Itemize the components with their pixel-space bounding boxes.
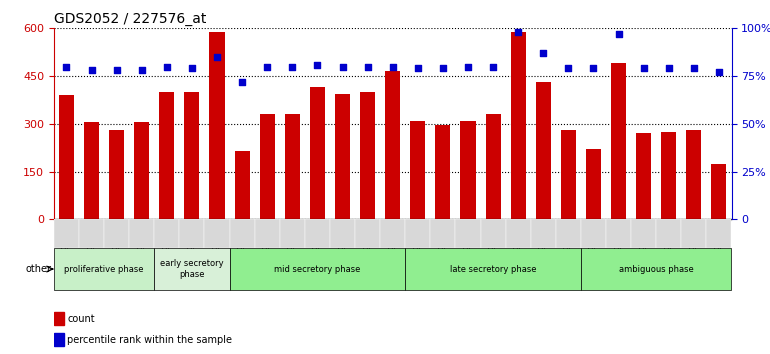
Point — [387, 64, 399, 69]
Bar — [59, 95, 74, 219]
Point — [638, 65, 650, 71]
Bar — [511, 32, 526, 219]
Point — [161, 64, 173, 69]
FancyBboxPatch shape — [531, 219, 556, 248]
Bar — [460, 121, 476, 219]
Point — [136, 68, 148, 73]
Bar — [435, 126, 450, 219]
Point — [663, 65, 675, 71]
Bar — [636, 133, 651, 219]
Point — [361, 64, 373, 69]
Bar — [310, 87, 325, 219]
Point — [60, 64, 72, 69]
Text: percentile rank within the sample: percentile rank within the sample — [68, 335, 233, 345]
FancyBboxPatch shape — [556, 219, 581, 248]
FancyBboxPatch shape — [229, 219, 255, 248]
Text: count: count — [68, 314, 95, 324]
Bar — [536, 82, 551, 219]
Bar — [235, 151, 249, 219]
Point — [261, 64, 273, 69]
Bar — [335, 93, 350, 219]
FancyBboxPatch shape — [154, 219, 179, 248]
Point — [336, 64, 349, 69]
Bar — [109, 130, 124, 219]
Bar — [661, 132, 676, 219]
FancyBboxPatch shape — [656, 219, 681, 248]
Point — [211, 54, 223, 60]
Bar — [686, 130, 701, 219]
Bar — [561, 130, 576, 219]
FancyBboxPatch shape — [606, 219, 631, 248]
Bar — [586, 149, 601, 219]
Bar — [209, 32, 225, 219]
Bar — [184, 92, 199, 219]
Point — [110, 68, 122, 73]
FancyBboxPatch shape — [305, 219, 330, 248]
FancyBboxPatch shape — [154, 248, 229, 290]
Bar — [259, 114, 275, 219]
Point — [537, 50, 550, 56]
FancyBboxPatch shape — [205, 219, 229, 248]
FancyBboxPatch shape — [229, 248, 405, 290]
FancyBboxPatch shape — [506, 219, 531, 248]
Bar — [611, 63, 626, 219]
FancyBboxPatch shape — [355, 219, 380, 248]
FancyBboxPatch shape — [405, 219, 430, 248]
Point — [236, 79, 248, 85]
Bar — [285, 114, 300, 219]
FancyBboxPatch shape — [681, 219, 706, 248]
Text: ambiguous phase: ambiguous phase — [619, 264, 694, 274]
Text: GDS2052 / 227576_at: GDS2052 / 227576_at — [54, 12, 206, 26]
FancyBboxPatch shape — [104, 219, 129, 248]
Point — [462, 64, 474, 69]
Bar — [134, 122, 149, 219]
Point — [612, 31, 624, 37]
FancyBboxPatch shape — [631, 219, 656, 248]
Bar — [385, 72, 400, 219]
FancyBboxPatch shape — [280, 219, 305, 248]
Bar — [410, 121, 425, 219]
Point — [186, 65, 198, 71]
Bar — [54, 312, 64, 325]
Point — [412, 65, 424, 71]
Bar — [360, 92, 375, 219]
FancyBboxPatch shape — [581, 248, 732, 290]
Text: proliferative phase: proliferative phase — [65, 264, 144, 274]
FancyBboxPatch shape — [455, 219, 480, 248]
Text: late secretory phase: late secretory phase — [450, 264, 537, 274]
Text: mid secretory phase: mid secretory phase — [274, 264, 360, 274]
FancyBboxPatch shape — [706, 219, 732, 248]
Bar — [84, 122, 99, 219]
FancyBboxPatch shape — [380, 219, 405, 248]
Point — [562, 65, 574, 71]
FancyBboxPatch shape — [330, 219, 355, 248]
Point — [311, 62, 323, 68]
Point — [85, 68, 98, 73]
Point — [713, 69, 725, 75]
Point — [588, 65, 600, 71]
Text: early secretory
phase: early secretory phase — [160, 259, 224, 279]
FancyBboxPatch shape — [480, 219, 506, 248]
Bar — [486, 114, 500, 219]
FancyBboxPatch shape — [54, 248, 154, 290]
Bar — [54, 333, 64, 346]
Bar — [711, 164, 726, 219]
FancyBboxPatch shape — [129, 219, 154, 248]
Bar — [159, 92, 174, 219]
Text: other: other — [25, 264, 51, 274]
FancyBboxPatch shape — [179, 219, 205, 248]
Point — [437, 65, 449, 71]
Point — [688, 65, 700, 71]
FancyBboxPatch shape — [79, 219, 104, 248]
FancyBboxPatch shape — [430, 219, 455, 248]
FancyBboxPatch shape — [255, 219, 280, 248]
Point — [512, 29, 524, 35]
Point — [487, 64, 499, 69]
FancyBboxPatch shape — [581, 219, 606, 248]
FancyBboxPatch shape — [54, 219, 79, 248]
FancyBboxPatch shape — [405, 248, 581, 290]
Point — [286, 64, 299, 69]
